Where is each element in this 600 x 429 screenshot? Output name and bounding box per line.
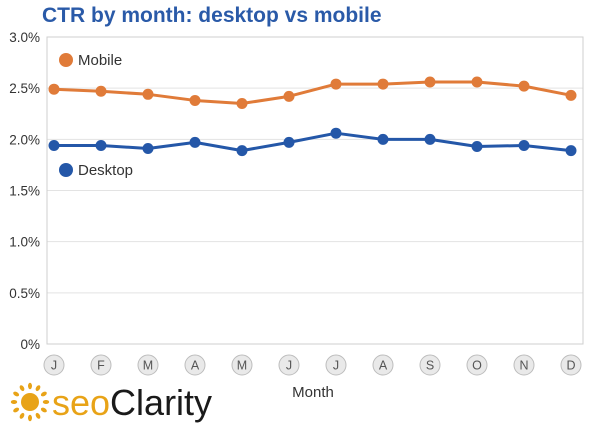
x-tick-label-1: F: [97, 359, 105, 373]
x-tick-badge-7: [372, 354, 394, 376]
x-tick-badge-3: [184, 354, 206, 376]
x-tick-badge-5: [278, 354, 300, 376]
seoclarity-logo: seoClarity: [10, 382, 212, 423]
x-tick-label-7: A: [379, 359, 388, 373]
mobile-point-8: [424, 76, 436, 88]
svg-text:seoClarity: seoClarity: [52, 382, 212, 423]
legend-marker-desktop: [59, 163, 73, 177]
desktop-point-6: [330, 127, 342, 139]
mobile-point-3: [189, 94, 201, 106]
logo-prefix: seo: [52, 382, 110, 423]
y-tick-label-4: 2.0%: [9, 132, 40, 147]
x-tick-label-11: D: [566, 359, 575, 373]
x-tick-badge-2: [137, 354, 159, 376]
desktop-point-8: [424, 133, 436, 145]
x-tick-label-5: J: [286, 359, 292, 373]
y-tick-label-2: 1.0%: [9, 235, 40, 250]
mobile-line: [53, 80, 572, 106]
desktop-point-11: [565, 145, 577, 157]
x-tick-badge-8: [419, 354, 441, 376]
mobile-point-0: [48, 83, 60, 95]
series-mobile: [48, 76, 577, 110]
x-tick-label-6: J: [333, 359, 339, 373]
desktop-point-4: [236, 145, 248, 157]
legend-label-desktop: Desktop: [78, 162, 133, 179]
sun-icon: [10, 382, 50, 422]
x-tick-label-10: N: [519, 359, 528, 373]
mobile-point-9: [471, 76, 483, 88]
x-tick-badge-9: [466, 354, 488, 376]
legend-marker-mobile: [59, 53, 73, 67]
x-tick-label-4: M: [237, 359, 247, 373]
x-tick-badge-10: [513, 354, 535, 376]
y-tick-label-5: 2.5%: [9, 81, 40, 96]
y-tick-label-3: 1.5%: [9, 184, 40, 199]
desktop-point-0: [48, 139, 60, 151]
mobile-point-2: [142, 88, 154, 100]
x-tick-label-0: J: [51, 359, 57, 373]
x-tick-label-3: A: [191, 359, 200, 373]
x-tick-label-9: O: [472, 359, 482, 373]
desktop-point-1: [95, 139, 107, 151]
mobile-point-7: [377, 78, 389, 90]
plot-area: [46, 36, 584, 345]
desktop-point-5: [283, 136, 295, 148]
chart-title: CTR by month: desktop vs mobile: [42, 4, 382, 27]
desktop-point-3: [189, 136, 201, 148]
legend: Mobile Desktop: [59, 52, 133, 179]
x-tick-badge-11: [560, 354, 582, 376]
y-tick-label-0: 0%: [20, 337, 40, 352]
mobile-point-10: [518, 80, 530, 92]
x-tick-label-8: S: [426, 359, 434, 373]
legend-item-desktop: Desktop: [59, 162, 133, 179]
desktop-line: [54, 131, 572, 153]
logo-suffix: Clarity: [110, 382, 212, 423]
x-axis-title: Month: [292, 384, 334, 401]
x-tick-badge-0: [43, 354, 65, 376]
legend-label-mobile: Mobile: [78, 52, 122, 69]
y-tick-label-1: 0.5%: [9, 286, 40, 301]
x-tick-badge-1: [90, 354, 112, 376]
mobile-point-4: [236, 98, 248, 110]
desktop-point-10: [518, 139, 530, 151]
desktop-point-9: [471, 140, 483, 152]
y-axis: 0% 0.5% 1.0% 1.5% 2.0% 2.5% 3.0%: [9, 30, 40, 352]
mobile-point-1: [95, 85, 107, 97]
desktop-point-2: [142, 143, 154, 155]
x-tick-label-2: M: [143, 359, 153, 373]
y-tick-label-6: 3.0%: [9, 30, 40, 45]
desktop-point-7: [377, 133, 389, 145]
plot-border: [46, 36, 584, 345]
legend-item-mobile: Mobile: [59, 52, 122, 69]
x-tick-badge-6: [325, 354, 347, 376]
mobile-point-5: [283, 90, 295, 102]
mobile-point-11: [565, 89, 577, 101]
x-tick-badge-4: [231, 354, 253, 376]
mobile-point-6: [330, 78, 342, 90]
series-desktop: [48, 127, 577, 157]
series-layer: [48, 76, 577, 157]
